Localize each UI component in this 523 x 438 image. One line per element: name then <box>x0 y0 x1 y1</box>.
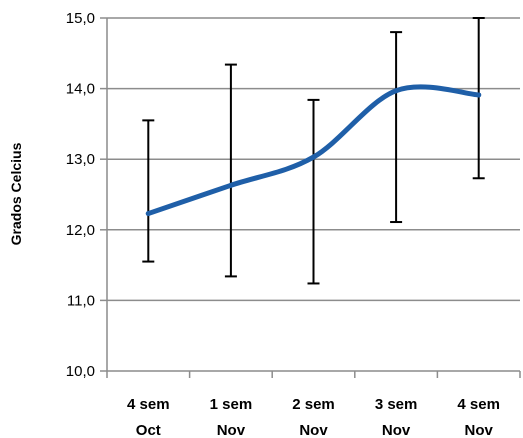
y-tick-label-2: 12,0 <box>66 222 95 239</box>
x-tick-label-1-0: 1 sem <box>210 396 253 413</box>
y-tick-labels: 10,0 11,0 12,0 13,0 14,0 15,0 <box>66 10 95 380</box>
x-tick-labels: 4 sem Oct 1 sem Nov 2 sem Nov 3 sem Nov 4 sem Nov <box>127 396 500 438</box>
x-tick-label-4-0: 4 sem <box>457 396 500 413</box>
data-point-3 <box>393 88 399 94</box>
x-tick-label-1-1: Nov <box>217 422 246 438</box>
x-tick-label-3-1: Nov <box>382 422 411 438</box>
y-axis-title: Grados Celcius <box>8 142 24 245</box>
data-point-4 <box>476 92 482 98</box>
y-tick-label-1: 11,0 <box>67 292 95 309</box>
data-point-2 <box>311 154 316 160</box>
error-bars <box>142 17 485 285</box>
x-tick-label-4-1: Nov <box>465 422 494 438</box>
x-tick-label-3-0: 3 sem <box>375 396 418 413</box>
y-tick-label-0: 10,0 <box>66 363 95 380</box>
data-point-1 <box>228 182 234 188</box>
axes <box>100 17 521 378</box>
series-lines <box>145 84 482 217</box>
y-tick-label-4: 14,0 <box>66 81 95 98</box>
x-tick-label-2-0: 2 sem <box>292 396 335 413</box>
y-tick-label-3: 13,0 <box>66 151 95 168</box>
x-tick-label-0-1: Oct <box>136 422 161 438</box>
data-point-0 <box>145 211 151 217</box>
y-tick-label-5: 15,0 <box>66 10 95 27</box>
x-tick-label-0-0: 4 sem <box>127 396 170 413</box>
x-tick-label-2-1: Nov <box>299 422 328 438</box>
